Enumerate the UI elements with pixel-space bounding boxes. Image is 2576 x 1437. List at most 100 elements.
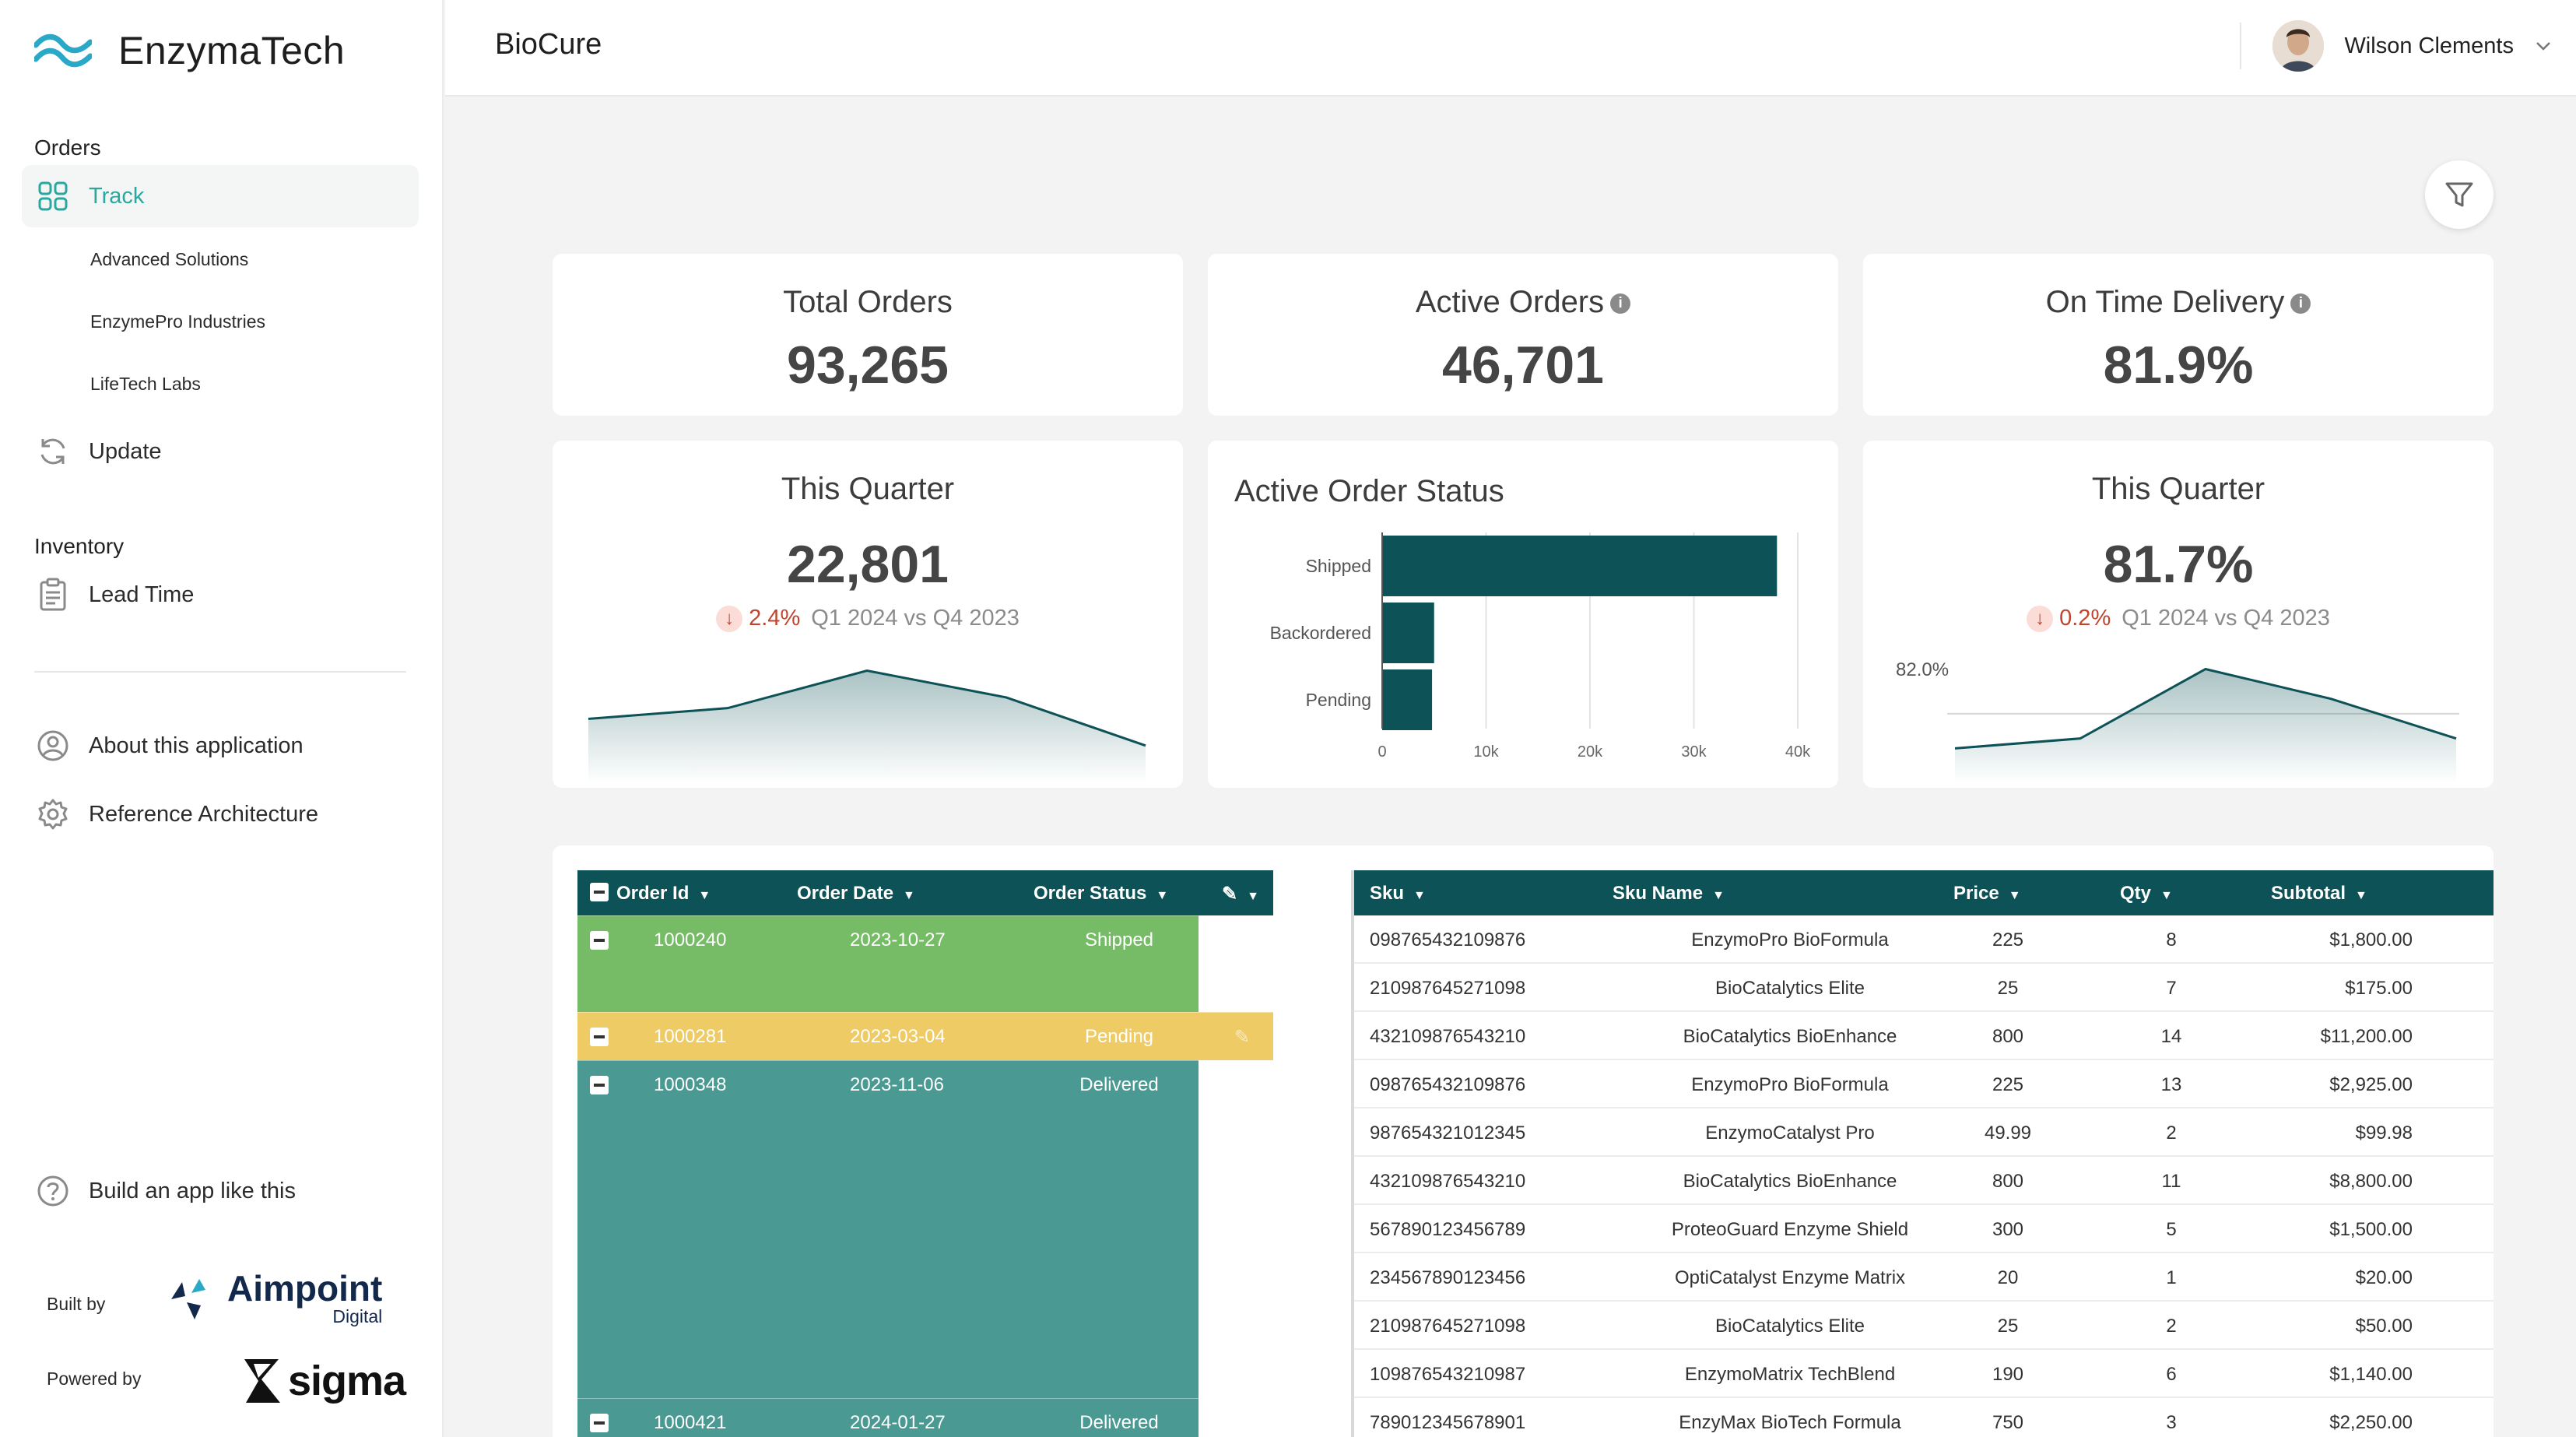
column-header-subtotal[interactable]: Subtotal ▼ (2271, 883, 2367, 905)
column-header-edit[interactable]: ✎ ▼ (1222, 883, 1259, 905)
on-time-delivery-card: On Time Delivery i 81.9% (1863, 254, 2494, 416)
header-divider (2240, 23, 2242, 69)
price-cell: 225 (1992, 929, 2024, 950)
order-row[interactable]: 1000240 2023-10-27 Shipped (577, 915, 1273, 1012)
sigma-logo[interactable]: sigma (241, 1356, 406, 1406)
row-collapse-checkbox[interactable] (590, 1414, 609, 1432)
sku-cell: 109876543210987 (1370, 1364, 1526, 1385)
column-header-order-id[interactable]: Order Id ▼ (616, 883, 711, 905)
active-order-status-chart: Active Order Status 0 10k 20k 30k 40k Shipped… (1234, 474, 1811, 761)
sku-name-cell: EnzymoPro BioFormula (1691, 1074, 1889, 1095)
table-row[interactable]: 098765432109876 EnzymoPro BioFormula 225 8 $… (1354, 915, 2494, 964)
sparkline-chart (588, 669, 1146, 783)
sidebar-item-label: Build an app like this (89, 1178, 296, 1203)
table-row[interactable]: 234567890123456 OptiCatalyst Enzyme Matri… (1354, 1253, 2494, 1302)
kpi-value: 46,701 (1442, 336, 1604, 395)
row-collapse-checkbox[interactable] (590, 1028, 609, 1046)
price-cell: 20 (1997, 1267, 2019, 1288)
table-row[interactable]: 432109876543210 BioCatalytics BioEnhance 8… (1354, 1012, 2494, 1060)
sku-cell: 789012345678901 (1370, 1412, 1526, 1433)
caret-down-icon: ▼ (1156, 889, 1169, 902)
sku-cell: 098765432109876 (1370, 1074, 1526, 1095)
price-cell: 800 (1992, 1026, 2024, 1047)
caret-down-icon: ▼ (1247, 890, 1259, 903)
refresh-icon (34, 433, 72, 470)
filter-icon (2445, 182, 2473, 207)
subtotal-cell: $11,200.00 (2320, 1026, 2413, 1047)
help-circle-icon (34, 1172, 72, 1210)
x-tick-label: 10k (1473, 743, 1499, 761)
enzymatech-logo-icon (34, 33, 92, 68)
column-header-price[interactable]: Price ▼ (1953, 883, 2021, 905)
table-row[interactable]: 210987645271098 BioCatalytics Elite 25 2 $50… (1354, 1302, 2494, 1350)
subtotal-cell: $1,800.00 (2329, 929, 2413, 950)
subtotal-cell: $1,500.00 (2329, 1219, 2413, 1240)
order-row[interactable]: 1000348 2023-11-06 Delivered (577, 1060, 1273, 1398)
subtotal-cell: $20.00 (2355, 1267, 2413, 1288)
total-orders-card: Total Orders 93,265 (553, 254, 1183, 416)
order-row[interactable]: 1000281 2023-03-04 Pending ✎ (577, 1012, 1273, 1060)
items-table-header: Sku ▼ Sku Name ▼ Price ▼ Qty ▼ Subtotal ▼ (1354, 870, 2494, 915)
table-row[interactable]: 210987645271098 BioCatalytics Elite 25 7 $17… (1354, 964, 2494, 1012)
table-row[interactable]: 567890123456789 ProteoGuard Enzyme Shield… (1354, 1205, 2494, 1253)
quarter-orders-card: This Quarter 22,801 ↓ 2.4% Q1 2024 vs Q4 2… (553, 441, 1183, 788)
row-collapse-checkbox[interactable] (590, 1076, 609, 1094)
sidebar-item-build-app[interactable]: Build an app like this (22, 1160, 419, 1222)
sidebar-subitem-advanced-solutions[interactable]: Advanced Solutions (90, 249, 249, 269)
bar[interactable] (1382, 603, 1434, 663)
table-row[interactable]: 109876543210987 EnzymoMatrix TechBlend 190… (1354, 1350, 2494, 1398)
sidebar-item-track[interactable]: Track (22, 165, 419, 227)
qty-cell: 6 (2166, 1364, 2177, 1385)
row-collapse-checkbox[interactable] (590, 931, 609, 950)
sku-cell: 210987645271098 (1370, 978, 1526, 999)
reference-line-label: 82.0% (1896, 659, 1949, 680)
aimpoint-name: Aimpoint (227, 1268, 383, 1309)
filter-button[interactable] (2425, 160, 2494, 229)
chart-title: Active Order Status (1234, 474, 1504, 508)
column-header-sku[interactable]: Sku ▼ (1370, 883, 1426, 905)
trend-row: ↓ 0.2% Q1 2024 vs Q4 2023 (1863, 606, 2494, 633)
subtotal-cell: $50.00 (2355, 1316, 2413, 1337)
column-header-order-date[interactable]: Order Date ▼ (797, 883, 915, 905)
kpi-value: 93,265 (787, 336, 949, 395)
caret-down-icon: ▼ (903, 889, 915, 902)
sidebar-subitem-lifetech-labs[interactable]: LifeTech Labs (90, 374, 201, 394)
sparkline-chart: 82.0% (1896, 659, 2459, 783)
bar[interactable] (1382, 536, 1778, 596)
orders-section-label: Orders (34, 135, 101, 160)
info-icon[interactable]: i (2290, 293, 2311, 314)
sidebar-subitem-enzymepro-industries[interactable]: EnzymePro Industries (90, 311, 265, 332)
brand-logo[interactable]: EnzymaTech (34, 28, 345, 73)
kpi-title: This Quarter (781, 472, 955, 506)
column-header-sku-name[interactable]: Sku Name ▼ (1613, 883, 1725, 905)
sidebar-item-lead-time[interactable]: Lead Time (22, 564, 419, 626)
select-all-checkbox[interactable] (590, 883, 609, 901)
table-row[interactable]: 987654321012345 EnzymoCatalyst Pro 49.99 2 $… (1354, 1108, 2494, 1157)
caret-down-icon: ▼ (2160, 889, 2173, 902)
order-row[interactable]: 1000421 2024-01-27 Delivered (577, 1398, 1273, 1437)
column-header-order-status[interactable]: Order Status ▼ (1034, 883, 1168, 905)
subtotal-cell: $99.98 (2355, 1123, 2413, 1144)
powered-by-label: Powered by (47, 1368, 142, 1389)
sidebar-item-reference-architecture[interactable]: Reference Architecture (22, 783, 419, 845)
sku-name-cell: EnzyMax BioTech Formula (1679, 1412, 1901, 1433)
kpi-value: 22,801 (787, 535, 949, 594)
user-menu[interactable]: Wilson Clements (2240, 20, 2553, 72)
category-label: Shipped (1306, 556, 1371, 576)
chevron-down-icon[interactable] (2534, 37, 2553, 55)
x-tick-label: 20k (1578, 743, 1603, 761)
sku-cell: 210987645271098 (1370, 1316, 1526, 1337)
order-date-cell: 2023-10-27 (850, 929, 946, 950)
column-header-qty[interactable]: Qty ▼ (2120, 883, 2173, 905)
bar[interactable] (1382, 669, 1433, 730)
qty-cell: 7 (2166, 978, 2177, 999)
table-row[interactable]: 098765432109876 EnzymoPro BioFormula 225 13… (1354, 1060, 2494, 1108)
aimpoint-logo[interactable]: Aimpoint Digital (165, 1270, 382, 1327)
table-row[interactable]: 789012345678901 EnzyMax BioTech Formula 75… (1354, 1398, 2494, 1437)
sidebar-item-about[interactable]: About this application (22, 715, 419, 777)
table-row[interactable]: 432109876543210 BioCatalytics BioEnhance 8… (1354, 1157, 2494, 1205)
sidebar-item-update[interactable]: Update (22, 420, 419, 483)
pencil-icon[interactable]: ✎ (1234, 1027, 1251, 1048)
info-icon[interactable]: i (1610, 293, 1631, 314)
series-line (1954, 667, 2457, 750)
